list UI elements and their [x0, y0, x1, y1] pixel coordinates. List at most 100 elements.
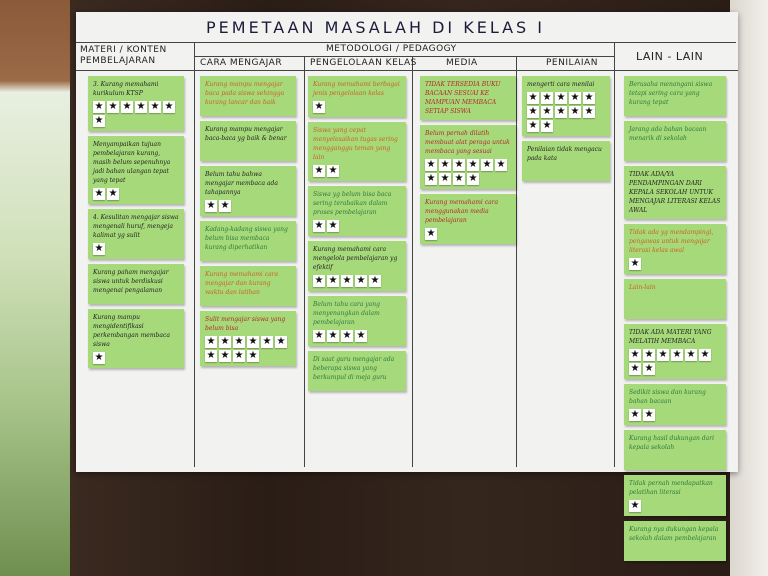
star-sticker-icon: ★ [583, 106, 595, 118]
star-sticker-icon: ★ [425, 159, 437, 171]
star-sticker-icon: ★ [481, 159, 493, 171]
column-materi: 3. Kurang memahami kurikulum KTSP ★ ★ ★ ★ ★ ★ ★… [88, 76, 184, 373]
star-sticker-icon: ★ [233, 336, 245, 348]
star-sticker-icon: ★ [205, 200, 217, 212]
star-sticker-icon: ★ [341, 275, 353, 287]
star-sticker-icon: ★ [247, 350, 259, 362]
sticky-note: Kurang mampu mengajar baca-baca yg baik … [200, 121, 296, 161]
note-text: Jarang ada bahan bacaan menarik di sekol… [629, 126, 707, 142]
star-stickers: ★ [629, 258, 721, 270]
header-cara-mengajar: CARA MENGAJAR [200, 58, 283, 68]
sticky-note: 3. Kurang memahami kurikulum KTSP ★ ★ ★ ★ ★ ★ ★ [88, 76, 184, 131]
note-text: Belum tahu cara yang menyenangkan dalam … [313, 301, 380, 326]
note-text: Belum tahu bahwa mengajar membaca ada ta… [205, 171, 278, 196]
column-penilaian: mengerti cara menilai ★ ★ ★ ★ ★ ★ ★ ★ ★ ★ ★ ★ Penilai… [522, 76, 610, 186]
star-sticker-icon: ★ [107, 101, 119, 113]
star-sticker-icon: ★ [149, 101, 161, 113]
star-stickers: ★ ★ ★ ★ [313, 330, 401, 342]
star-sticker-icon: ★ [439, 159, 451, 171]
star-sticker-icon: ★ [327, 330, 339, 342]
note-text: Siswa yg belum bisa baca sering terabaik… [313, 191, 392, 216]
star-sticker-icon: ★ [313, 165, 325, 177]
sticky-note: Sedikit siswa dan kurang bahan bacaan ★ ★ [624, 384, 726, 425]
star-sticker-icon: ★ [135, 101, 147, 113]
sticky-note: Tidak pernah mendapatkan pelatihan liter… [624, 475, 726, 516]
divider [516, 56, 517, 467]
divider [412, 56, 413, 467]
star-sticker-icon: ★ [527, 120, 539, 132]
star-sticker-icon: ★ [163, 101, 175, 113]
star-sticker-icon: ★ [657, 349, 669, 361]
star-sticker-icon: ★ [205, 350, 217, 362]
sticky-note: Siswa yang cepat menyelesaikan tugas ser… [308, 122, 406, 181]
sticky-note: Di saat guru mengajar ada beberapa siswa… [308, 351, 406, 391]
sticky-note: Kurang mampu mengajar baca pada siswa se… [200, 76, 296, 116]
note-text: Kadang-kadang siswa yang belum bisa memb… [205, 226, 288, 251]
star-sticker-icon: ★ [425, 173, 437, 185]
divider [76, 70, 738, 71]
star-stickers: ★ [629, 500, 721, 512]
sticky-note: Berusaha menangani siswa tetapi sering c… [624, 76, 726, 116]
star-stickers: ★ ★ [205, 200, 291, 212]
star-sticker-icon: ★ [541, 106, 553, 118]
star-sticker-icon: ★ [629, 500, 641, 512]
star-sticker-icon: ★ [629, 258, 641, 270]
sticky-note: TIDAK TERSEDIA BUKU BACAAN SESUAI KE MAM… [420, 76, 516, 120]
star-sticker-icon: ★ [219, 350, 231, 362]
star-stickers: ★ [93, 243, 179, 255]
star-sticker-icon: ★ [439, 173, 451, 185]
star-sticker-icon: ★ [425, 228, 437, 240]
star-sticker-icon: ★ [643, 409, 655, 421]
star-sticker-icon: ★ [527, 92, 539, 104]
star-sticker-icon: ★ [313, 275, 325, 287]
star-sticker-icon: ★ [93, 115, 105, 127]
star-sticker-icon: ★ [121, 101, 133, 113]
note-text: Belum pernah dilatih membuat alat peraga… [425, 130, 510, 155]
star-sticker-icon: ★ [699, 349, 711, 361]
star-sticker-icon: ★ [527, 106, 539, 118]
header-media: MEDIA [446, 58, 478, 68]
star-sticker-icon: ★ [629, 349, 641, 361]
star-stickers: ★ ★ ★ ★ ★ ★ ★ ★ ★ ★ ★ ★ [527, 92, 605, 132]
column-media: TIDAK TERSEDIA BUKU BACAAN SESUAI KE MAM… [420, 76, 516, 249]
sticky-note: 4. Kesulitan mengajar siswa mengenali hu… [88, 209, 184, 259]
star-sticker-icon: ★ [685, 349, 697, 361]
note-text: mengerti cara menilai [527, 81, 595, 88]
note-text: Tidak pernah mendapatkan pelatihan liter… [629, 480, 713, 496]
star-sticker-icon: ★ [643, 363, 655, 375]
note-text: Kurang mampu mengajar baca-baca yg baik … [205, 126, 287, 142]
window-background [0, 0, 70, 576]
sticky-note: TIDAK ADA/YA PENDAMPINGAN DARI KEPALA SE… [624, 166, 726, 219]
star-sticker-icon: ★ [327, 165, 339, 177]
note-text: Kurang memahami berbagai jenis pengelola… [313, 81, 400, 97]
star-stickers: ★ ★ ★ ★ ★ [313, 275, 401, 287]
note-text: Kurang memahami cara mengajar dan kurang… [205, 271, 279, 296]
sticky-note: Kurang memahami berbagai jenis pengelola… [308, 76, 406, 117]
column-pengelolaan-kelas: Kurang memahami berbagai jenis pengelola… [308, 76, 406, 396]
star-sticker-icon: ★ [671, 349, 683, 361]
star-sticker-icon: ★ [369, 275, 381, 287]
star-sticker-icon: ★ [313, 220, 325, 232]
note-text: TIDAK ADA MATERI YANG MELATIH MEMBACA [629, 329, 712, 345]
star-sticker-icon: ★ [93, 101, 105, 113]
divider [194, 42, 195, 467]
sticky-note: Lain-lain [624, 279, 726, 319]
header-pengelolaan-kelas: PENGELOLAAN KELAS [310, 58, 417, 68]
sticky-note: Belum tahu bahwa mengajar membaca ada ta… [200, 166, 296, 216]
column-cara-mengajar: Kurang mampu mengajar baca pada siswa se… [200, 76, 296, 371]
star-sticker-icon: ★ [643, 349, 655, 361]
star-sticker-icon: ★ [467, 173, 479, 185]
poster-title: PEMETAAN MASALAH DI KELAS I [206, 18, 545, 37]
star-stickers: ★ [425, 228, 511, 240]
star-stickers: ★ ★ [93, 188, 179, 200]
note-text: Tidak ada yg mendampingi, pengawas untuk… [629, 229, 714, 254]
sticky-note: Penilaian tidak mengacu pada kata [522, 141, 610, 181]
header-lain-lain: LAIN - LAIN [636, 50, 704, 63]
note-text: Kurang nya dukungan kepala sekolah dalam… [629, 526, 719, 542]
note-text: Sulit mengajar siswa yang belum bisa [205, 316, 286, 332]
note-text: Lain-lain [629, 284, 656, 291]
note-text: Kurang hasil dukungan dari kepala sekola… [629, 435, 715, 451]
star-sticker-icon: ★ [107, 188, 119, 200]
divider [76, 42, 736, 43]
note-text: Menyampaikan tujuan pembelajaran kurang,… [93, 141, 171, 184]
